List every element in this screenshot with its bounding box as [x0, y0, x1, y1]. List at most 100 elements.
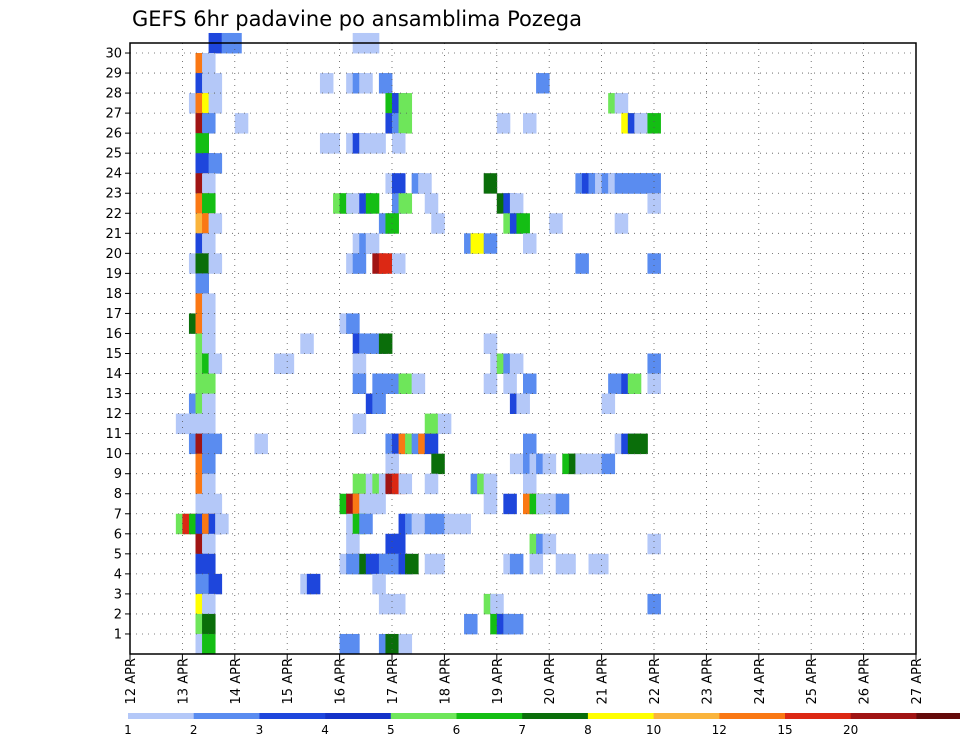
heatmap-cell: [202, 533, 216, 555]
heatmap-cell: [202, 593, 216, 615]
legend-swatch: [522, 713, 589, 719]
heatmap-cell: [352, 473, 367, 495]
legend-swatch: [193, 713, 260, 719]
heatmap-cell: [202, 333, 216, 354]
heatmap-cell: [627, 373, 642, 394]
heatmap-cell: [575, 453, 589, 475]
heatmap-cell: [202, 193, 216, 214]
y-tick-label: 10: [105, 447, 122, 462]
heatmap-cell: [398, 373, 413, 394]
heatmap-cell: [392, 253, 406, 274]
heatmap-cell: [378, 73, 393, 94]
y-tick-label: 3: [114, 587, 122, 602]
heatmap-cell: [359, 133, 373, 154]
legend-swatch: [456, 713, 523, 719]
y-tick-label: 4: [114, 567, 122, 582]
heatmap-cell: [202, 393, 216, 414]
heatmap-cell: [509, 193, 524, 214]
y-tick-label: 25: [105, 147, 122, 162]
heatmap-cell: [202, 313, 216, 334]
heatmap-cell: [647, 193, 661, 214]
heatmap-cell: [352, 253, 367, 274]
y-tick-label: 11: [105, 427, 122, 442]
y-tick-label: 23: [105, 187, 122, 202]
heatmap-cell: [418, 173, 432, 194]
heatmap-cell: [202, 113, 216, 134]
heatmap-cell: [411, 513, 426, 535]
legend-label: 10: [646, 723, 661, 737]
heatmap-cell: [208, 213, 223, 234]
chart-title: GEFS 6hr padavine po ansamblima Pozega: [132, 7, 582, 31]
y-tick-label: 24: [105, 167, 122, 182]
legend-swatch: [587, 713, 654, 719]
heatmap-cell: [208, 353, 223, 374]
heatmap-cell: [608, 373, 622, 394]
heatmap-cell: [202, 413, 216, 435]
x-tick-label: 21 APR: [596, 658, 611, 704]
legend-label: 7: [518, 723, 526, 737]
heatmap-cell: [208, 573, 223, 595]
heatmap-cell: [575, 253, 589, 274]
heatmap-cell: [372, 573, 386, 595]
x-tick-label: 12 APR: [124, 658, 139, 704]
y-tick-label: 5: [114, 547, 122, 562]
legend-label: 20: [843, 723, 858, 737]
x-tick-label: 23 APR: [700, 658, 715, 704]
x-tick-label: 17 APR: [386, 658, 401, 704]
heatmap-cell: [372, 133, 386, 154]
heatmap-cell: [483, 233, 498, 254]
heatmap-cell: [398, 633, 413, 655]
y-tick-label: 9: [114, 467, 122, 482]
legend-swatch: [390, 713, 457, 719]
heatmap-cell: [202, 233, 216, 254]
x-tick-label: 27 APR: [910, 658, 925, 704]
x-tick-label: 16 APR: [334, 658, 349, 704]
heatmap-cell: [346, 633, 360, 655]
heatmap-cell: [503, 493, 517, 515]
heatmap-cell: [392, 533, 406, 555]
heatmap-cell: [378, 333, 393, 354]
heatmap-cell: [601, 453, 616, 475]
heatmap-cell: [319, 73, 334, 94]
heatmap-cell: [208, 73, 223, 94]
heatmap-cell: [202, 613, 216, 635]
heatmap-cell: [202, 553, 216, 575]
heatmap-cell: [549, 213, 563, 234]
heatmap-cell: [424, 193, 439, 214]
heatmap-cell: [470, 233, 485, 254]
heatmap-cell: [529, 553, 544, 575]
heatmap-cell: [195, 133, 209, 154]
heatmap-cell: [359, 513, 373, 535]
heatmap-cell: [346, 533, 360, 555]
heatmap-cell: [595, 553, 609, 575]
heatmap-cell: [195, 573, 209, 595]
x-tick-label: 19 APR: [491, 658, 506, 704]
y-tick-label: 15: [105, 347, 122, 362]
heatmap-cell: [503, 373, 517, 394]
legend-label: 8: [584, 723, 592, 737]
heatmap-cell: [542, 533, 557, 555]
y-tick-label: 6: [114, 527, 122, 542]
heatmap-cell: [424, 433, 439, 455]
heatmap-cell: [352, 353, 367, 374]
y-tick-label: 8: [114, 487, 122, 502]
heatmap-cell: [483, 333, 498, 354]
heatmap-cell: [555, 493, 570, 515]
heatmap-cell: [483, 493, 498, 515]
legend-swatch: [719, 713, 786, 719]
grid-lines: [130, 43, 916, 654]
heatmap-cell: [359, 73, 373, 94]
heatmap-cell: [208, 153, 223, 174]
heatmap-cell: [202, 173, 216, 194]
heatmap-cell: [424, 473, 439, 495]
heatmap-cell: [254, 433, 268, 455]
heatmap-cell: [208, 493, 223, 515]
heatmap-cell: [398, 473, 413, 495]
heatmap-cell: [444, 513, 458, 535]
legend-swatch: [128, 713, 194, 719]
heatmap-cell: [614, 213, 629, 234]
y-tick-label: 18: [105, 287, 122, 302]
heatmap-cell: [496, 113, 511, 134]
heatmap-cell: [306, 573, 321, 595]
